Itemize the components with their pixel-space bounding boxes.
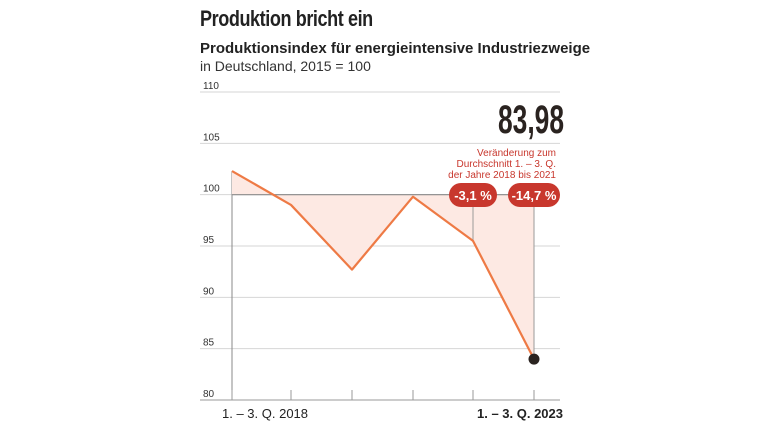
y-tick-label: 100 — [203, 184, 220, 195]
change-badge — [508, 183, 560, 207]
annotation-line: der Jahre 2018 bis 2021 — [448, 170, 556, 181]
y-tick-label: 105 — [203, 132, 220, 143]
deviation-area — [232, 171, 534, 360]
change-badge-label: -3,1 % — [454, 188, 492, 203]
change-badge-label: -14,7 % — [512, 188, 557, 203]
chart-subtitle: Produktionsindex für energieintensive In… — [200, 40, 591, 57]
x-tick-label: 1. – 3. Q. 2018 — [222, 406, 308, 421]
change-badge — [449, 183, 497, 207]
annotation-line: Veränderung zum — [477, 148, 556, 159]
y-tick-label: 80 — [203, 389, 215, 400]
chart-subline: in Deutschland, 2015 = 100 — [200, 58, 371, 74]
headline: Produktion bricht ein — [200, 6, 373, 31]
y-tick-label: 110 — [203, 81, 219, 92]
y-tick-label: 90 — [203, 286, 215, 297]
series-line — [231, 170, 535, 360]
y-tick-label: 95 — [203, 235, 215, 246]
last-value-label: 83,98 — [498, 98, 564, 142]
x-tick-label: 1. – 3. Q. 2023 — [477, 406, 563, 421]
annotation-line: Durchschnitt 1. – 3. Q. — [457, 159, 557, 170]
last-value-dot — [528, 353, 540, 365]
y-tick-label: 85 — [203, 338, 215, 349]
